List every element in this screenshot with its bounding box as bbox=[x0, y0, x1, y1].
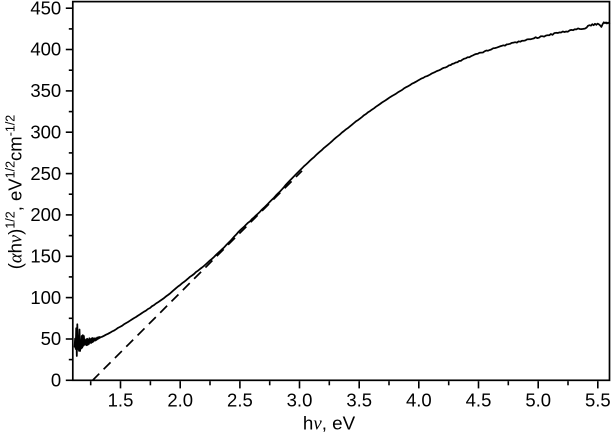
svg-text:300: 300 bbox=[30, 121, 61, 142]
svg-text:(αhν)1/2, eV1/2cm-1/2: (αhν)1/2, eV1/2cm-1/2 bbox=[4, 115, 27, 270]
svg-text:100: 100 bbox=[30, 287, 61, 308]
svg-text:5.5: 5.5 bbox=[585, 389, 611, 410]
svg-text:3.5: 3.5 bbox=[346, 389, 372, 410]
svg-text:5.0: 5.0 bbox=[525, 389, 551, 410]
svg-text:1.5: 1.5 bbox=[108, 389, 134, 410]
svg-text:150: 150 bbox=[30, 246, 61, 267]
svg-text:250: 250 bbox=[30, 163, 61, 184]
svg-text:200: 200 bbox=[30, 204, 61, 225]
svg-text:350: 350 bbox=[30, 80, 61, 101]
svg-text:4.0: 4.0 bbox=[406, 389, 432, 410]
svg-text:3.0: 3.0 bbox=[287, 389, 313, 410]
svg-text:2.0: 2.0 bbox=[167, 389, 193, 410]
svg-text:2.5: 2.5 bbox=[227, 389, 253, 410]
svg-text:450: 450 bbox=[30, 0, 61, 18]
svg-text:50: 50 bbox=[41, 328, 62, 349]
svg-text:hν, eV: hν, eV bbox=[303, 413, 356, 433]
svg-text:0: 0 bbox=[51, 370, 61, 391]
svg-text:4.5: 4.5 bbox=[466, 389, 492, 410]
svg-text:400: 400 bbox=[30, 39, 61, 60]
